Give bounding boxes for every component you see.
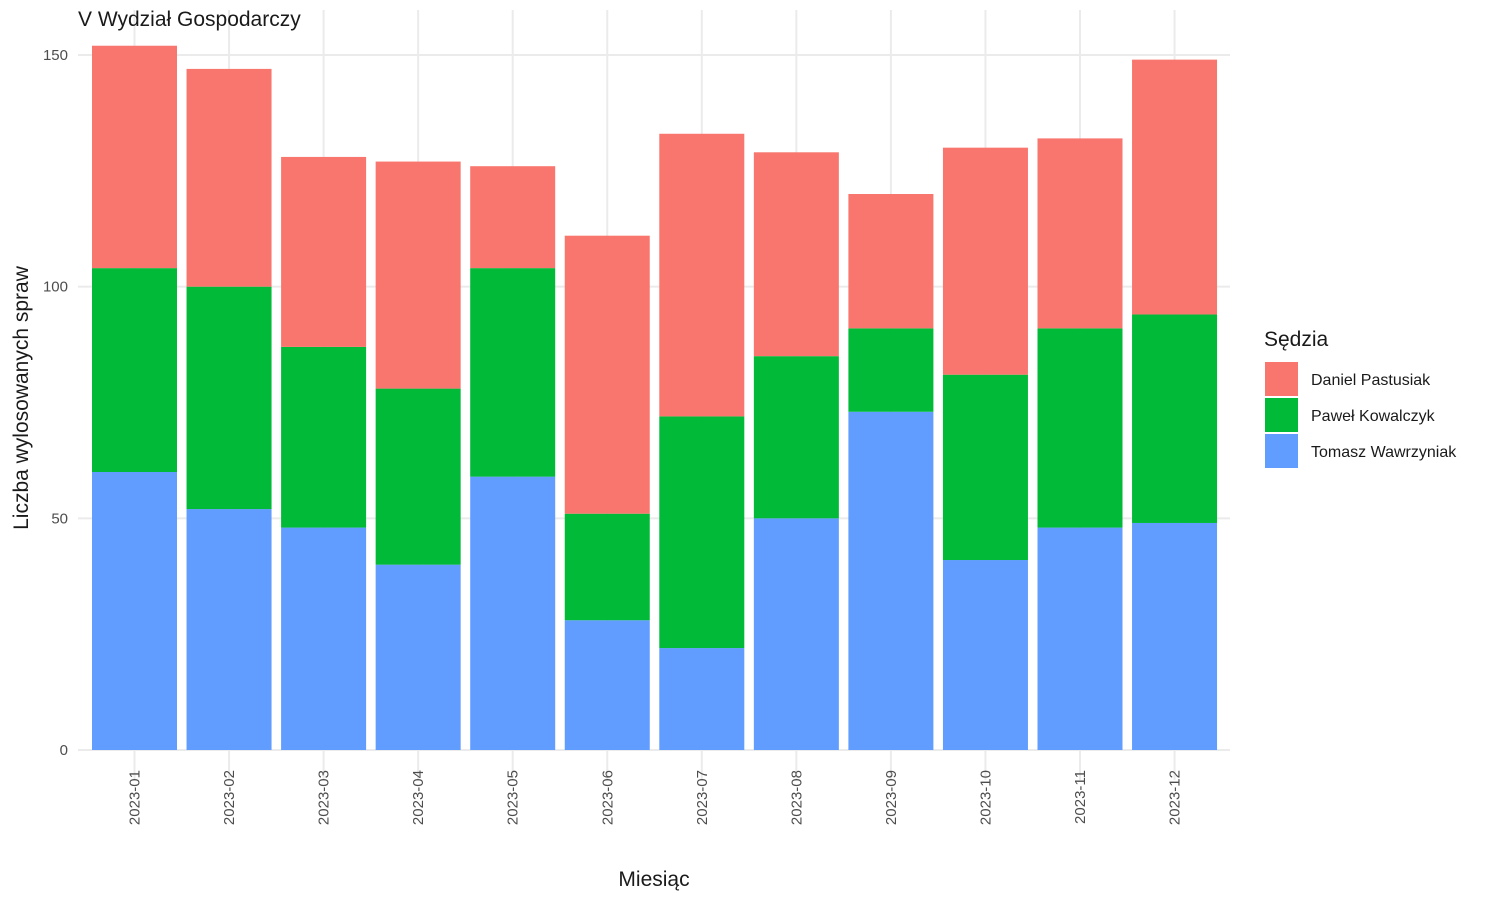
x-tick-label: 2023-03 bbox=[316, 770, 333, 825]
bar-segment-paweł-kowalczyk bbox=[186, 286, 272, 510]
bar-segment-tomasz-wawrzyniak bbox=[375, 564, 461, 750]
legend: Sędzia Daniel Pastusiak Paweł Kowalczyk To… bbox=[1264, 328, 1457, 468]
x-tick-label: 2023-04 bbox=[410, 770, 427, 825]
bar-segment-paweł-kowalczyk bbox=[659, 416, 745, 649]
x-axis-title: Miesiąc bbox=[618, 868, 689, 891]
bar-segment-daniel-pastusiak bbox=[848, 194, 934, 329]
y-axis-title: Liczba wylosowanych spraw bbox=[10, 265, 33, 530]
legend-key bbox=[1265, 398, 1298, 432]
bar-segment-tomasz-wawrzyniak bbox=[92, 472, 177, 750]
bar-segment-paweł-kowalczyk bbox=[281, 346, 367, 528]
bar-segment-paweł-kowalczyk bbox=[470, 268, 556, 477]
bars bbox=[92, 45, 1218, 750]
bar-segment-tomasz-wawrzyniak bbox=[281, 527, 367, 750]
bar-segment-daniel-pastusiak bbox=[753, 152, 839, 357]
bar-segment-paweł-kowalczyk bbox=[942, 374, 1028, 561]
bar-segment-tomasz-wawrzyniak bbox=[1132, 522, 1218, 750]
bar-segment-daniel-pastusiak bbox=[186, 68, 272, 287]
y-axis-ticks: 0 50 100 150 bbox=[43, 47, 68, 759]
x-tick-label: 2023-01 bbox=[127, 770, 144, 825]
bar-segment-tomasz-wawrzyniak bbox=[848, 411, 934, 750]
x-tick-label: 2023-07 bbox=[694, 770, 711, 825]
x-axis-ticks: 2023-01 2023-02 2023-03 2023-04 2023-05 2023-… bbox=[127, 770, 1184, 825]
bar-segment-daniel-pastusiak bbox=[1132, 59, 1218, 315]
bar-segment-tomasz-wawrzyniak bbox=[470, 476, 556, 750]
bar-segment-daniel-pastusiak bbox=[92, 45, 177, 269]
legend-label: Paweł Kowalczyk bbox=[1311, 408, 1436, 425]
legend-title: Sędzia bbox=[1264, 328, 1329, 351]
x-tick-label: 2023-10 bbox=[977, 770, 994, 825]
bar-segment-daniel-pastusiak bbox=[281, 156, 367, 347]
bar-segment-tomasz-wawrzyniak bbox=[186, 509, 272, 750]
bar-segment-paweł-kowalczyk bbox=[564, 513, 650, 621]
x-tick-label: 2023-02 bbox=[221, 770, 238, 825]
x-tick-label: 2023-11 bbox=[1072, 770, 1089, 824]
y-tick-label: 150 bbox=[43, 47, 68, 64]
legend-key bbox=[1265, 362, 1298, 396]
x-tick-label: 2023-12 bbox=[1167, 770, 1184, 825]
bar-segment-daniel-pastusiak bbox=[942, 147, 1028, 375]
x-tick-label: 2023-08 bbox=[788, 770, 805, 825]
bar-segment-paweł-kowalczyk bbox=[92, 268, 177, 472]
chart-title: V Wydział Gospodarczy bbox=[78, 8, 301, 31]
y-tick-label: 0 bbox=[60, 742, 68, 759]
bar-segment-tomasz-wawrzyniak bbox=[659, 648, 745, 750]
bar-segment-paweł-kowalczyk bbox=[1132, 314, 1218, 523]
bar-segment-tomasz-wawrzyniak bbox=[564, 620, 650, 750]
bar-segment-paweł-kowalczyk bbox=[753, 356, 839, 519]
bar-segment-tomasz-wawrzyniak bbox=[1037, 527, 1123, 750]
bar-segment-paweł-kowalczyk bbox=[848, 328, 934, 412]
x-tick-label: 2023-09 bbox=[883, 770, 900, 825]
bar-segment-daniel-pastusiak bbox=[1037, 138, 1123, 329]
bar-segment-paweł-kowalczyk bbox=[375, 388, 461, 565]
y-tick-label: 50 bbox=[51, 510, 68, 527]
bar-segment-daniel-pastusiak bbox=[564, 235, 650, 514]
bar-segment-paweł-kowalczyk bbox=[1037, 328, 1123, 528]
bar-segment-daniel-pastusiak bbox=[470, 166, 556, 269]
y-tick-label: 100 bbox=[43, 279, 68, 296]
bar-segment-daniel-pastusiak bbox=[375, 161, 461, 389]
x-tick-label: 2023-06 bbox=[599, 770, 616, 825]
legend-key bbox=[1265, 434, 1298, 468]
bar-segment-tomasz-wawrzyniak bbox=[942, 560, 1028, 750]
bar-segment-daniel-pastusiak bbox=[659, 133, 745, 417]
bar-segment-tomasz-wawrzyniak bbox=[753, 518, 839, 750]
legend-label: Daniel Pastusiak bbox=[1311, 372, 1431, 389]
x-tick-label: 2023-05 bbox=[505, 770, 522, 825]
legend-label: Tomasz Wawrzyniak bbox=[1311, 444, 1457, 461]
